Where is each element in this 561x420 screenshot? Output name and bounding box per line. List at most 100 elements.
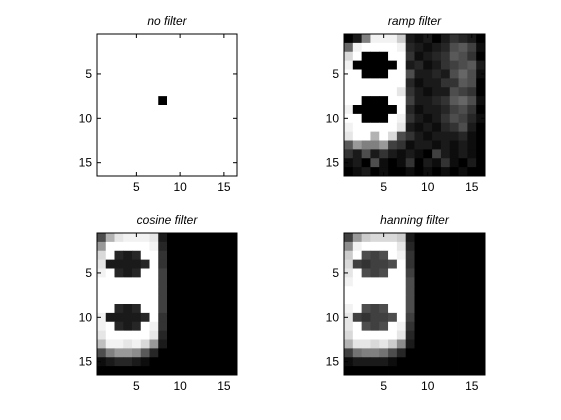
- heatmap-cell: [467, 295, 477, 305]
- heatmap-cell: [97, 149, 107, 159]
- heatmap-cell: [423, 233, 433, 243]
- heatmap-cell: [228, 268, 238, 278]
- heatmap-cell: [405, 87, 415, 97]
- heatmap-cell: [219, 241, 229, 252]
- heatmap-cell: [405, 96, 415, 106]
- heatmap-cell: [352, 366, 363, 376]
- heatmap-cell: [140, 330, 150, 340]
- heatmap-cell: [202, 304, 212, 314]
- heatmap-cell: [219, 321, 229, 332]
- heatmap-cell: [476, 312, 486, 323]
- heatmap-cell: [184, 277, 194, 287]
- heatmap-cell: [114, 357, 124, 367]
- heatmap-cell: [423, 295, 433, 305]
- heatmap-cell: [405, 69, 415, 79]
- heatmap-cell: [396, 295, 407, 305]
- heatmap-cell: [132, 233, 142, 243]
- heatmap-cell: [476, 34, 486, 44]
- heatmap-cell: [219, 268, 229, 278]
- heatmap-cell: [193, 60, 203, 70]
- heatmap-cell: [396, 286, 407, 296]
- heatmap-cell: [132, 60, 142, 70]
- heatmap-cell: [210, 60, 220, 70]
- heatmap-cell: [476, 69, 486, 79]
- heatmap-cell: [140, 304, 150, 314]
- heatmap-cell: [423, 60, 433, 70]
- heatmap-cell: [123, 122, 133, 133]
- heatmap-cell: [352, 259, 363, 269]
- heatmap-cell: [414, 348, 424, 358]
- heatmap-cell: [396, 357, 407, 367]
- heatmap-cell: [167, 277, 177, 287]
- heatmap-cell: [423, 69, 433, 79]
- heatmap-cell: [193, 268, 203, 278]
- x-tick-label: 10: [173, 180, 187, 194]
- heatmap-cell: [352, 312, 363, 323]
- heatmap-cell: [132, 131, 142, 141]
- heatmap-cell: [458, 158, 468, 168]
- heatmap-cell: [432, 321, 442, 332]
- x-tick-label: 15: [217, 379, 231, 393]
- heatmap-cell: [379, 348, 389, 358]
- heatmap-cell: [114, 131, 124, 141]
- heatmap-cell: [219, 277, 229, 287]
- heatmap-cell: [405, 131, 415, 141]
- heatmap-cell: [344, 312, 354, 323]
- heatmap-cell: [467, 158, 477, 168]
- heatmap-cell: [123, 295, 133, 305]
- heatmap-cell: [352, 233, 363, 243]
- heatmap-cell: [432, 277, 442, 287]
- heatmap-cell: [219, 34, 229, 44]
- heatmap-cell: [414, 357, 424, 367]
- heatmap-cell: [105, 233, 115, 243]
- heatmap-cell: [432, 250, 442, 261]
- heatmap-cell: [458, 241, 468, 252]
- heatmap-cell: [370, 348, 380, 358]
- heatmap-cell: [432, 105, 442, 115]
- heatmap-cell: [396, 250, 407, 261]
- heatmap-cell: [97, 286, 107, 296]
- heatmap-cell: [449, 167, 459, 177]
- heatmap-cell: [228, 87, 238, 97]
- heatmap-cell: [405, 140, 415, 150]
- heatmap-cell: [97, 69, 107, 79]
- heatmap-cell: [352, 268, 363, 278]
- heatmap-cell: [105, 42, 115, 53]
- heatmap-cell: [405, 113, 415, 124]
- heatmap-cell: [414, 78, 424, 88]
- heatmap-cell: [105, 250, 115, 261]
- heatmap-cell: [432, 69, 442, 79]
- heatmap-cell: [175, 339, 185, 349]
- heatmap-cell: [167, 167, 177, 177]
- heatmap-cell: [440, 277, 451, 287]
- heatmap-cell: [352, 113, 363, 124]
- heatmap-cell: [114, 113, 124, 124]
- heatmap-cell: [105, 241, 115, 252]
- heatmap-cell: [414, 277, 424, 287]
- heatmap-cell: [423, 330, 433, 340]
- heatmap-cell: [476, 140, 486, 150]
- heatmap-cell: [379, 233, 389, 243]
- heatmap-cell: [396, 233, 407, 243]
- heatmap-cell: [432, 357, 442, 367]
- heatmap-cell: [449, 304, 459, 314]
- heatmap-cell: [193, 366, 203, 376]
- heatmap-cell: [414, 339, 424, 349]
- heatmap-cell: [184, 233, 194, 243]
- heatmap-cell: [149, 250, 159, 261]
- heatmap-cell: [228, 366, 238, 376]
- heatmap-cell: [97, 330, 107, 340]
- heatmap-cell: [388, 357, 398, 367]
- heatmap-cell: [423, 78, 433, 88]
- heatmap-cell: [379, 295, 389, 305]
- heatmap-cell: [449, 330, 459, 340]
- heatmap-cell: [184, 113, 194, 124]
- heatmap-cell: [458, 51, 468, 62]
- heatmap-cell: [210, 339, 220, 349]
- heatmap-cell: [149, 348, 159, 358]
- heatmap-cell: [458, 304, 468, 314]
- heatmap-cell: [114, 348, 124, 358]
- heatmap-cell: [405, 78, 415, 88]
- heatmap-cell: [140, 233, 150, 243]
- heatmap-cell: [379, 78, 389, 88]
